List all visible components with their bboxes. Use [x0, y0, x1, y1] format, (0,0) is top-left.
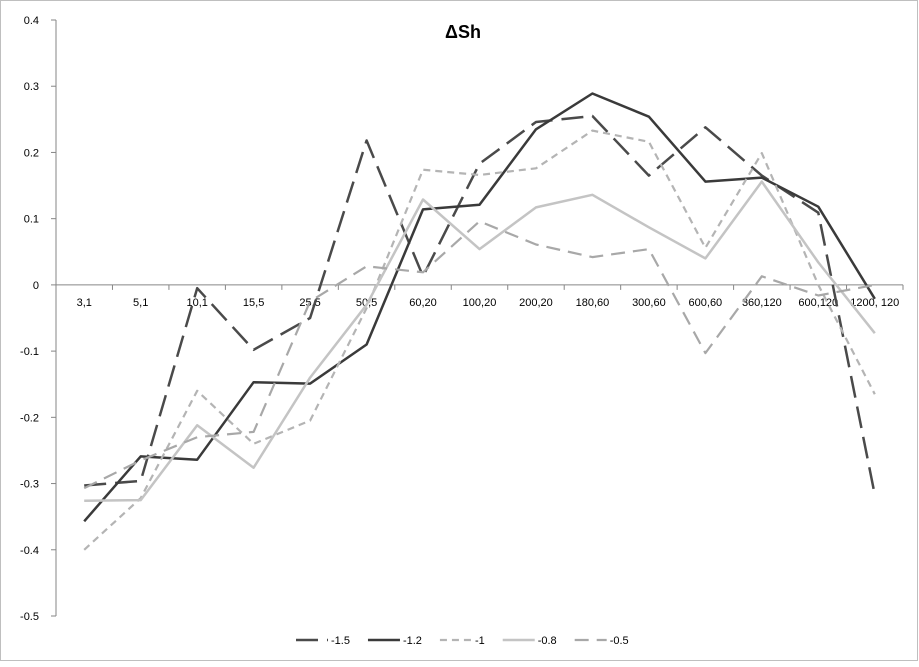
x-tick-label: 360,120	[742, 297, 782, 309]
x-tick-label: 600,120	[798, 297, 838, 309]
x-tick-label: 600,60	[689, 297, 723, 309]
legend-label: -0.5	[610, 635, 629, 647]
y-tick-label: -0.4	[20, 545, 39, 557]
legend-label: -0.8	[538, 635, 557, 647]
y-tick-label: 0	[33, 280, 39, 292]
y-tick-label: 0.1	[24, 214, 39, 226]
x-tick-label: 1200, 120	[850, 297, 899, 309]
y-tick-label: -0.1	[20, 346, 39, 358]
x-tick-label: 5,1	[133, 297, 148, 309]
x-tick-label: 15,5	[243, 297, 264, 309]
series-line-0	[84, 114, 877, 496]
y-tick-label: 0.3	[24, 81, 39, 93]
x-tick-label: 100,20	[463, 297, 497, 309]
series-line-3	[84, 180, 876, 503]
series-line-2	[83, 129, 876, 551]
legend-label: -1	[475, 635, 485, 647]
legend-label: -1.2	[403, 635, 422, 647]
x-tick-label: 180,60	[576, 297, 610, 309]
legend: -1.5 -1.2 -1 -0.8 -0.5	[296, 635, 629, 647]
y-tick-label: -0.2	[20, 412, 39, 424]
y-tick-label: 0.2	[24, 147, 39, 159]
y-tick-label: 0.4	[24, 15, 39, 27]
x-tick-label: 300,60	[632, 297, 666, 309]
series-line-4	[83, 220, 876, 490]
legend-label: -1.5	[331, 635, 350, 647]
series-line-1	[83, 92, 876, 523]
axes: 0.4 0.3 0.2 0.1 0 -0.1 -0.2 -0.3 -0.4 -0.5 3,1 5,1 1…	[20, 15, 904, 623]
series-lines	[83, 92, 877, 551]
y-tick-label: -0.5	[20, 611, 39, 623]
x-tick-label: 200,20	[519, 297, 553, 309]
chart-title: ΔSh	[445, 22, 481, 42]
y-tick-label: -0.3	[20, 479, 39, 491]
x-tick-label: 60,20	[409, 297, 437, 309]
x-tick-label: 3,1	[77, 297, 92, 309]
x-tick-label: 10,1	[186, 297, 207, 309]
